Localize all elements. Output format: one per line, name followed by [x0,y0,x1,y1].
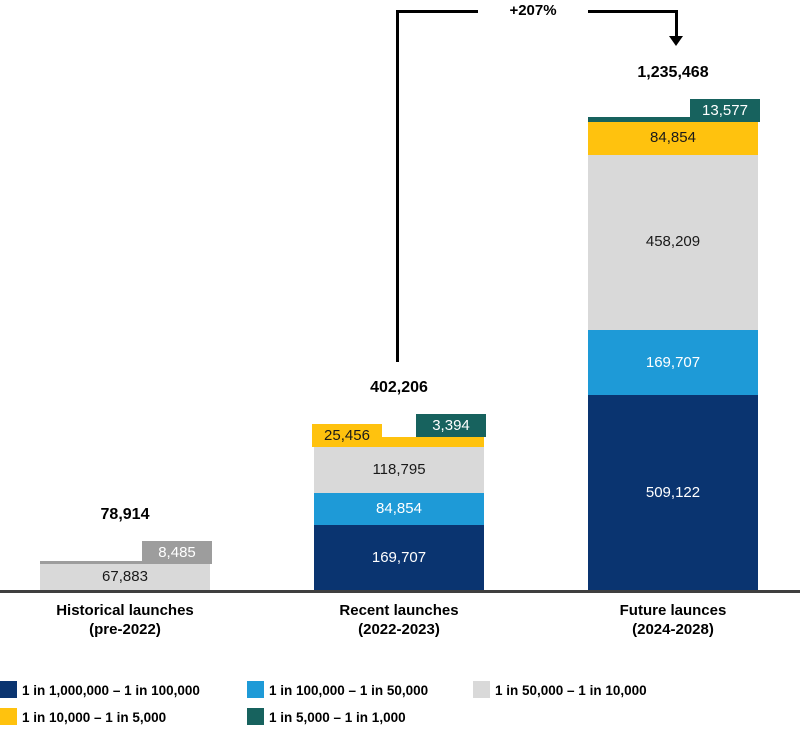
growth-arrow-head-icon [669,36,683,46]
callout-box [416,414,486,438]
x-axis-label: Recent launches (2022-2023) [339,602,459,638]
callout-label: 13,577 [702,102,748,120]
bar-segment-strip [588,116,758,123]
growth-arrow-line-left [396,10,399,362]
bar-segment [588,330,758,396]
bar-segment [588,122,758,155]
bar-segment [588,395,758,590]
total-label: 1,235,468 [637,64,709,82]
segment-label: 509,122 [645,483,701,501]
legend-label: 1 in 1,000,000 – 1 in 100,000 [22,683,200,698]
segment-label: 67,883 [102,568,148,585]
growth-arrow-line-right [675,10,678,37]
bar-segment-strip [314,437,484,448]
segment-label: 118,795 [372,460,426,478]
legend-swatch [0,681,17,698]
bar-segment [314,447,484,493]
x-axis-label: Historical launches (pre-2022) [56,602,194,638]
legend-label: 1 in 100,000 – 1 in 50,000 [269,683,429,698]
bar-segment [588,154,758,331]
callout-label: 25,456 [324,427,370,445]
callout-box [690,99,760,123]
growth-annotation-label: +207% [478,0,588,22]
bar-segment [314,525,484,590]
legend-swatch [247,681,264,698]
callout-label: 3,394 [432,417,470,435]
segment-label: 84,854 [650,129,696,147]
callout-box [312,424,382,448]
x-axis-label: Future launces (2024-2028) [619,602,727,638]
segment-label: 169,707 [645,353,701,371]
segment-label: 169,707 [371,548,427,566]
bar-segment [314,492,484,526]
legend-label: 1 in 5,000 – 1 in 1,000 [269,710,406,725]
segment-label: 84,854 [376,499,422,517]
segment-label: 458,209 [645,233,701,251]
legend-swatch [473,681,490,698]
x-axis-line [0,590,800,593]
total-label: 402,206 [370,379,428,397]
legend-label: 1 in 10,000 – 1 in 5,000 [22,710,167,725]
callout-box [142,541,212,564]
legend-label: 1 in 50,000 – 1 in 10,000 [495,683,647,698]
callout-label: 8,485 [158,544,196,561]
legend-swatch [0,708,17,725]
bar-segment [40,564,210,590]
bar-segment-strip [40,560,210,564]
total-label: 78,914 [100,506,150,523]
legend-swatch [247,708,264,725]
